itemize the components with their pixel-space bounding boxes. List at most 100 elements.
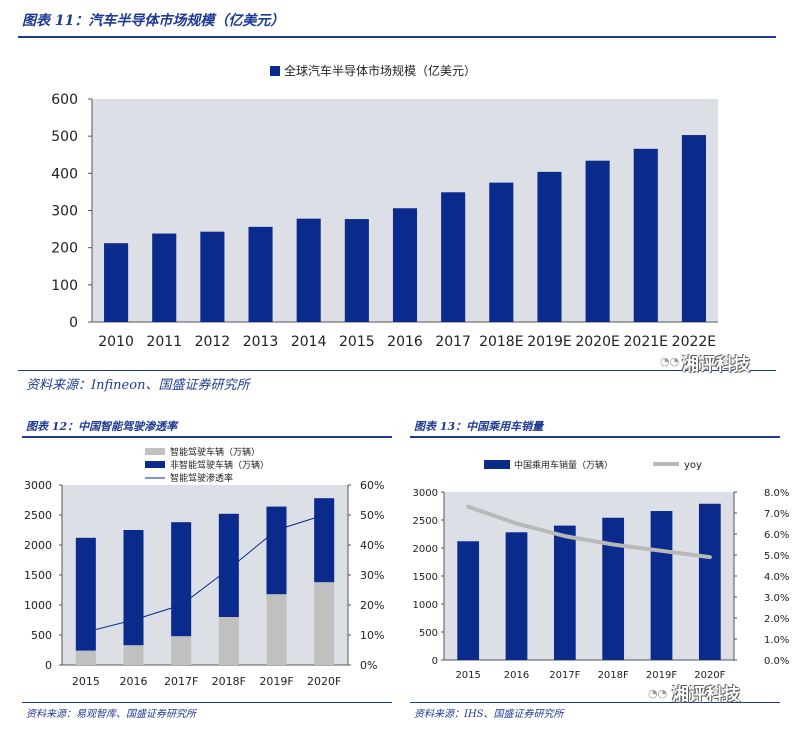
chart13-x-tick-label: 2016 [504, 670, 529, 681]
chart12-legend-label-penetration: 智能驾驶渗透率 [170, 472, 233, 484]
wechat-icon-bottom: ◔◔ [648, 687, 668, 700]
chart12-bar-smart [75, 650, 96, 665]
chart13-bar [602, 517, 625, 660]
fig13-source-rule [410, 702, 780, 703]
chart12-x-tick-label: 2017F [164, 675, 198, 688]
chart11-x-tick-label: 2011 [146, 334, 182, 350]
chart12-x-tick-label: 2016 [120, 675, 148, 688]
chart11-x-tick-label: 2013 [243, 334, 279, 350]
chart13-bar [505, 532, 528, 660]
watermark-top: 湘评科技 [682, 355, 750, 375]
chart13-y-tick-label: 500 [419, 628, 438, 639]
wechat-icon: ◔◔ [660, 355, 680, 368]
chart11-x-tick-label: 2012 [195, 334, 231, 350]
chart13-y-tick-label: 2000 [413, 544, 438, 555]
chart11-bar [152, 233, 177, 322]
fig12-header-rule [22, 436, 392, 438]
chart12-y2-tick-label: 0% [360, 659, 377, 672]
chart12-bar-smart [171, 636, 192, 665]
chart12-y2-tick-label: 20% [360, 599, 384, 612]
chart12-y-tick-label: 1000 [24, 599, 52, 612]
chart12-y2-tick-label: 50% [360, 509, 384, 522]
fig11-header-rule [18, 36, 776, 38]
chart13-china-passenger-car-sales: 0 500 1000 1500 2000 2500 3000 0.0% 1.0% 2.0% 3.0%… [413, 459, 790, 681]
chart12-legend-label-nonsmart: 非智能驾驶车辆（万辆） [170, 459, 269, 471]
chart13-x-tick-label: 2020F [694, 670, 725, 681]
chart13-plot-background [444, 492, 734, 660]
chart12-penetration-point [228, 568, 230, 570]
chart11-bar [681, 135, 706, 322]
chart12-bar-nonsmart [75, 537, 96, 651]
chart11-x-tick-label: 2014 [291, 334, 327, 350]
chart13-x-tick-label: 2019F [646, 670, 677, 681]
chart11-automotive-semiconductor-market: 0 100 200 300 400 500 600 2010 2011 2012 2013 2014 2… [51, 63, 718, 350]
chart12-bar-nonsmart [266, 506, 287, 595]
chart13-y2-tick-label: 4.0% [764, 572, 789, 583]
chart11-x-tick-label: 2020E [575, 334, 619, 350]
chart11-y-tick-label: 200 [51, 241, 78, 257]
chart12-y-tick-label: 500 [31, 629, 52, 642]
chart11-x-tick-label: 2010 [98, 334, 134, 350]
chart11-x-tick-label: 2022E [672, 334, 716, 350]
chart11-x-tick-label: 2019E [527, 334, 571, 350]
chart12-penetration-point [323, 514, 325, 516]
chart11-bar [633, 148, 658, 322]
watermark-bottom: 湘评科技 [672, 685, 740, 705]
chart11-x-tick-label: 2016 [387, 334, 423, 350]
chart13-bar [698, 503, 721, 660]
chart11-x-tick-label: 2015 [339, 334, 375, 350]
chart13-x-tick-label: 2017F [549, 670, 580, 681]
chart12-y2-tick-label: 60% [360, 479, 384, 492]
chart13-y-tick-label: 0 [432, 656, 438, 667]
chart12-bar-nonsmart [218, 513, 239, 617]
chart11-bar [585, 160, 610, 322]
chart12-y-tick-label: 0 [45, 659, 52, 672]
chart13-y2-tick-label: 3.0% [764, 593, 789, 604]
chart12-bar-nonsmart [171, 522, 192, 637]
chart12-x-tick-label: 2020F [307, 675, 341, 688]
fig11-header: 图表 11：汽车半导体市场规模（亿美元） [22, 13, 285, 29]
chart11-x-tick-label: 2017 [435, 334, 471, 350]
chart13-legend-label-sales: 中国乘用车销量（万辆） [514, 459, 613, 471]
chart11-bar [441, 192, 466, 322]
chart12-penetration-point [180, 604, 182, 606]
chart11-bar [248, 226, 273, 322]
chart13-y2-tick-label: 0.0% [764, 656, 789, 667]
chart13-y-tick-label: 1000 [413, 600, 438, 611]
chart12-y2-tick-label: 10% [360, 629, 384, 642]
fig12-header: 图表 12：中国智能驾驶渗透率 [26, 420, 178, 433]
chart13-legend-swatch-sales [484, 460, 510, 469]
chart11-y-tick-label: 500 [51, 129, 78, 145]
chart12-penetration-line [85, 514, 325, 633]
fig13-header: 图表 13：中国乘用车销量 [414, 420, 544, 433]
chart12-bar-nonsmart [123, 530, 144, 646]
chart12-bar-smart [218, 617, 239, 665]
chart12-bar-smart [266, 594, 287, 665]
chart11-y-tick-label: 300 [51, 204, 78, 220]
chart13-y2-tick-label: 7.0% [764, 509, 789, 520]
chart12-y2-tick-label: 30% [360, 569, 384, 582]
chart11-bar [392, 208, 418, 322]
chart12-legend-swatch-nonsmart [145, 461, 165, 468]
chart12-china-smart-driving-penetration: 0 500 1000 1500 2000 2500 3000 0% 10% 20% 30% 40% 50… [24, 446, 384, 688]
chart11-bar [344, 219, 369, 322]
chart12-y-tick-label: 1500 [24, 569, 52, 582]
chart11-bar [200, 231, 225, 322]
chart12-plot-background [62, 485, 348, 665]
chart11-y-tick-label: 100 [51, 278, 78, 294]
chart13-y2-tick-label: 8.0% [764, 488, 789, 499]
chart12-x-tick-label: 2018F [212, 675, 246, 688]
chart13-y2-tick-label: 1.0% [764, 635, 789, 646]
chart12-penetration-point [85, 631, 87, 633]
chart13-y-tick-label: 2500 [413, 516, 438, 527]
chart11-legend-swatch [270, 66, 280, 76]
fig13-header-rule [410, 436, 780, 438]
chart13-y2-tick-label: 6.0% [764, 530, 789, 541]
chart13-y-tick-label: 1500 [413, 572, 438, 583]
chart13-bar [650, 511, 673, 660]
fig12-source-rule [22, 702, 392, 703]
chart12-bar-nonsmart [314, 498, 335, 583]
chart12-penetration-point [132, 619, 135, 621]
chart13-y2-tick-label: 2.0% [764, 614, 789, 625]
chart11-legend-label: 全球汽车半导体市场规模（亿美元） [284, 63, 476, 78]
